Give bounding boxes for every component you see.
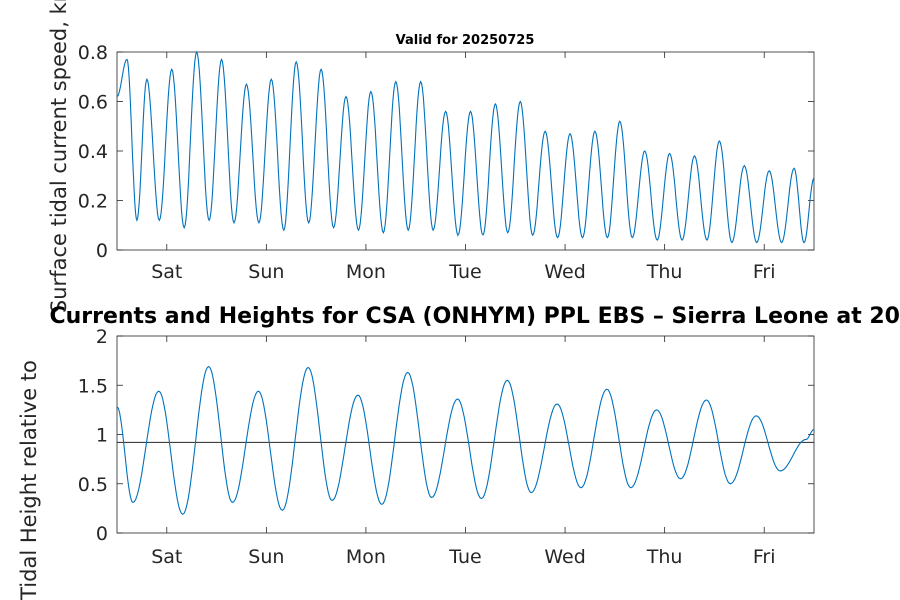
current-speed-x-tick-label: Mon [346,261,386,283]
current-speed-x-tick-label: Sun [248,261,284,283]
tidal-height-x-tick-label: Thu [646,546,683,568]
current-speed-x-tick-label: Wed [544,261,585,283]
tidal-height-y-axis-label: Tidal Height relative to [17,360,41,600]
tidal-height-x-tick-label: Fri [753,546,776,568]
tidal-height-x-tick-label: Wed [544,546,585,568]
current-speed-x-ticks: Sat Sun Mon Tue Wed Thu Fri [151,52,776,283]
tidal-height-x-tick-label: Tue [448,546,481,568]
tidal-height-y-tick-label: 1.5 [78,375,108,397]
tidal-height-y-ticks: 0 0.5 1 1.5 2 [78,326,814,545]
tidal-height-x-tick-label: Sun [248,546,284,568]
current-speed-chart: Valid for 20250725 Surface tidal current… [47,0,815,313]
current-speed-y-ticks: 0 0.2 0.4 0.6 0.8 [78,42,814,262]
current-speed-y-tick-label: 0 [96,240,108,262]
current-speed-y-tick-label: 0.6 [78,92,108,114]
tidal-height-x-ticks: Sat Sun Mon Tue Wed Thu Fri [151,336,776,568]
current-speed-x-tick-label: Tue [448,261,481,283]
main-chart-title: Currents and Heights for CSA (ONHYM) PPL… [49,304,900,329]
tidal-height-plot-area [116,335,815,534]
current-speed-y-tick-label: 0.8 [78,42,108,64]
current-speed-y-tick-label: 0.4 [78,141,108,163]
tidal-height-x-tick-label: Mon [346,546,386,568]
tidal-height-x-tick-label: Sat [151,546,182,568]
current-speed-x-tick-label: Fri [753,261,776,283]
tidal-height-y-tick-label: 2 [96,326,108,348]
tidal-height-y-tick-label: 1 [96,425,108,447]
current-speed-series-line [116,50,815,244]
tidal-height-y-tick-label: 0 [96,523,108,545]
tidal-height-series-line [116,365,814,515]
current-speed-chart-title: Valid for 20250725 [396,33,535,48]
current-speed-x-tick-label: Sat [151,261,182,283]
current-speed-x-tick-label: Thu [646,261,683,283]
tidal-height-chart: Tidal Height relative to 0 0.5 1 1.5 2 Sat Su… [17,304,900,600]
current-speed-y-axis-label: Surface tidal current speed, kn [47,0,71,313]
current-speed-y-tick-label: 0.2 [78,191,108,213]
tidal-height-y-tick-label: 0.5 [78,474,108,496]
